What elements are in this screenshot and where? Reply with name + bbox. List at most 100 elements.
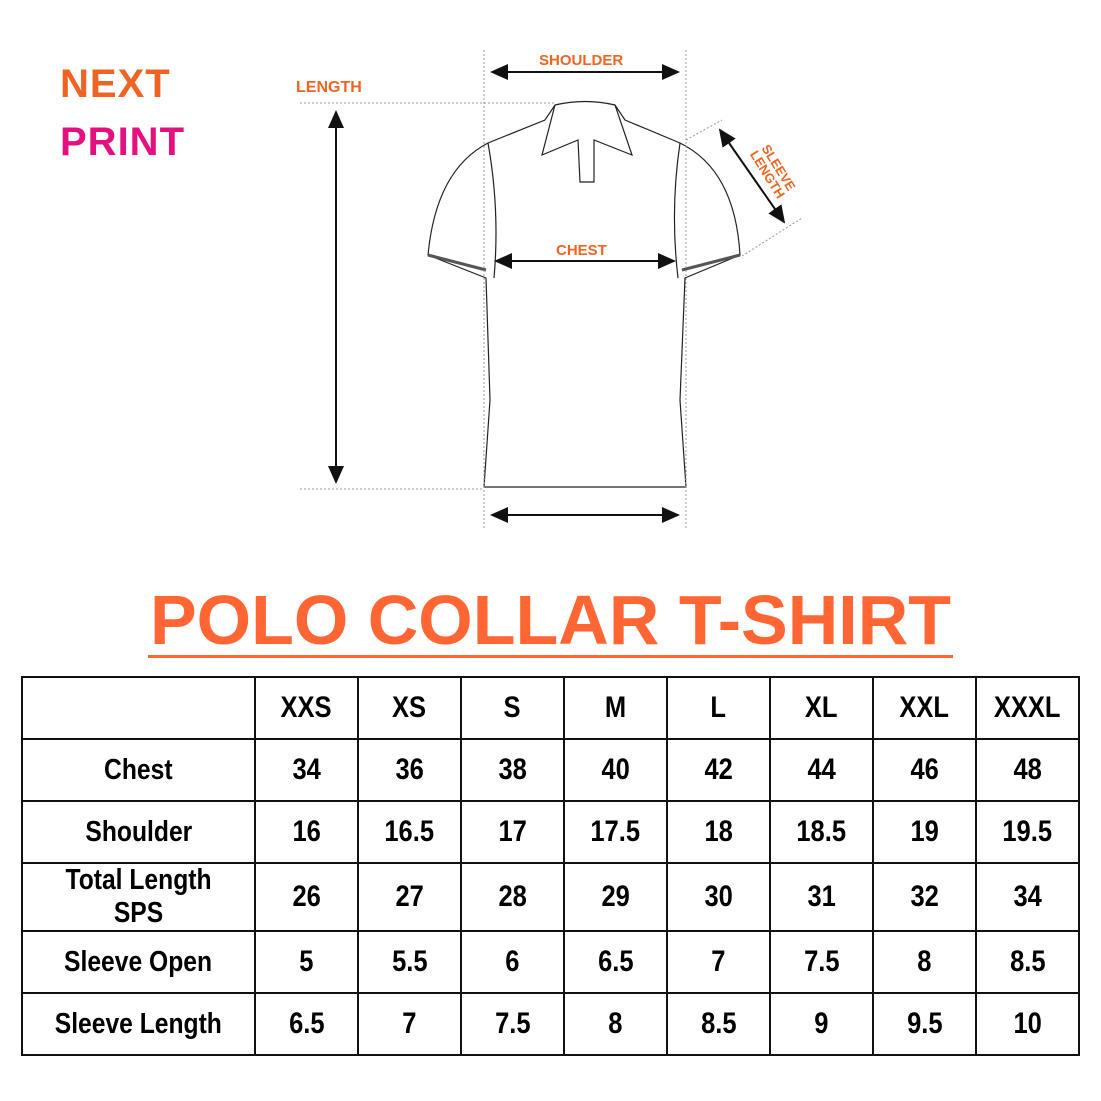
tshirt-diagram <box>300 50 803 528</box>
header-size: M <box>563 676 668 740</box>
cell-text: 5 <box>299 945 314 978</box>
size-value: 48 <box>975 738 1080 802</box>
size-chart-table: XXS XS S M L XL XXL XXXL Chest 34 36 38 40 42 44 46 48 Sh… <box>21 676 1080 1056</box>
page-title: POLO COLLAR T-SHIRT <box>147 581 954 659</box>
cell-text: 16 <box>292 815 321 848</box>
table-row: Shoulder 16 16.5 17 17.5 18 18.5 19 19.5 <box>21 800 1080 864</box>
cell-text: 40 <box>601 753 630 786</box>
size-value: 6 <box>460 930 565 994</box>
cell-text: 34 <box>1013 880 1042 913</box>
size-value: 16 <box>254 800 359 864</box>
size-value: 7.5 <box>460 992 565 1056</box>
size-value: 19 <box>872 800 977 864</box>
size-value: 46 <box>872 738 977 802</box>
row-label: Chest <box>21 738 256 802</box>
size-value: 38 <box>460 738 565 802</box>
cell-text: 17 <box>498 815 527 848</box>
cell-text: 44 <box>807 753 836 786</box>
header-size: XXL <box>872 676 977 740</box>
cell-text: XL <box>805 691 838 724</box>
size-value: 18 <box>666 800 771 864</box>
cell-text: 7.5 <box>803 945 840 978</box>
size-value: 8.5 <box>975 930 1080 994</box>
cell-text: 27 <box>395 880 424 913</box>
header-size: XL <box>769 676 874 740</box>
cell-text: 32 <box>910 880 939 913</box>
size-value: 19.5 <box>975 800 1080 864</box>
cell-text: 16.5 <box>384 815 435 848</box>
cell-text: 7 <box>711 945 726 978</box>
size-value: 34 <box>975 862 1080 932</box>
cell-text: 26 <box>292 880 321 913</box>
size-value: 30 <box>666 862 771 932</box>
size-value: 9.5 <box>872 992 977 1056</box>
tshirt-outline <box>427 100 741 488</box>
size-value: 36 <box>357 738 462 802</box>
size-value: 6.5 <box>563 930 668 994</box>
cell-text: 46 <box>910 753 939 786</box>
cell-text: S <box>503 691 521 724</box>
size-value: 6.5 <box>254 992 359 1056</box>
row-label: Total Length SPS <box>21 862 256 932</box>
size-value: 27 <box>357 862 462 932</box>
cell-text: 7 <box>402 1007 417 1040</box>
sleeve-arrow <box>718 128 786 224</box>
cell-text: 6 <box>505 945 520 978</box>
cell-text: 31 <box>807 880 836 913</box>
cell-text: 30 <box>704 880 733 913</box>
size-value: 8.5 <box>666 992 771 1056</box>
cell-text: 8.5 <box>700 1007 737 1040</box>
size-value: 5 <box>254 930 359 994</box>
cell-text: XXS <box>280 691 333 724</box>
size-value: 44 <box>769 738 874 802</box>
table-row: Sleeve Length 6.5 7 7.5 8 8.5 9 9.5 10 <box>21 992 1080 1056</box>
cell-text: Sleeve Open <box>64 945 213 978</box>
cell-text: XXXL <box>994 691 1061 724</box>
row-label: Sleeve Open <box>21 930 256 994</box>
cell-text: 29 <box>601 880 630 913</box>
chest-label: CHEST <box>556 242 607 259</box>
header-size: XS <box>357 676 462 740</box>
table-row: Sleeve Open 5 5.5 6 6.5 7 7.5 8 8.5 <box>21 930 1080 994</box>
size-value: 7 <box>666 930 771 994</box>
table-row: Total Length SPS 26 27 28 29 30 31 32 34 <box>21 862 1080 932</box>
cell-text: 6.5 <box>288 1007 325 1040</box>
header-corner <box>21 676 256 740</box>
size-value: 17.5 <box>563 800 668 864</box>
table-row: Chest 34 36 38 40 42 44 46 48 <box>21 738 1080 802</box>
cell-text: Chest <box>104 753 173 786</box>
cell-text: 48 <box>1013 753 1042 786</box>
cell-text: 34 <box>292 753 321 786</box>
size-value: 18.5 <box>769 800 874 864</box>
header-size: L <box>666 676 771 740</box>
size-value: 28 <box>460 862 565 932</box>
row-label: Shoulder <box>21 800 256 864</box>
cell-text: XS <box>392 691 427 724</box>
cell-text: Sleeve Length <box>54 1007 223 1040</box>
cell-text: 18.5 <box>796 815 847 848</box>
cell-text: 8 <box>608 1007 623 1040</box>
measure-arrows <box>328 64 786 523</box>
shoulder-label: SHOULDER <box>539 52 624 69</box>
size-value: 29 <box>563 862 668 932</box>
size-value: 7.5 <box>769 930 874 994</box>
cell-text: 10 <box>1013 1007 1042 1040</box>
cell-text: 38 <box>498 753 527 786</box>
cell-text: 6.5 <box>597 945 634 978</box>
size-value: 26 <box>254 862 359 932</box>
guide-lines <box>300 50 803 528</box>
cell-text: 28 <box>498 880 527 913</box>
cell-text: 7.5 <box>494 1007 531 1040</box>
cell-text: 17.5 <box>590 815 641 848</box>
length-label: LENGTH <box>296 79 362 96</box>
size-value: 5.5 <box>357 930 462 994</box>
cell-text: 19.5 <box>1002 815 1053 848</box>
size-value: 40 <box>563 738 668 802</box>
size-value: 32 <box>872 862 977 932</box>
cell-text: XXL <box>899 691 950 724</box>
cell-text: 9.5 <box>906 1007 943 1040</box>
size-value: 34 <box>254 738 359 802</box>
cell-text: 8 <box>917 945 932 978</box>
cell-text: Total Length SPS <box>65 864 212 929</box>
header-size: XXS <box>254 676 359 740</box>
